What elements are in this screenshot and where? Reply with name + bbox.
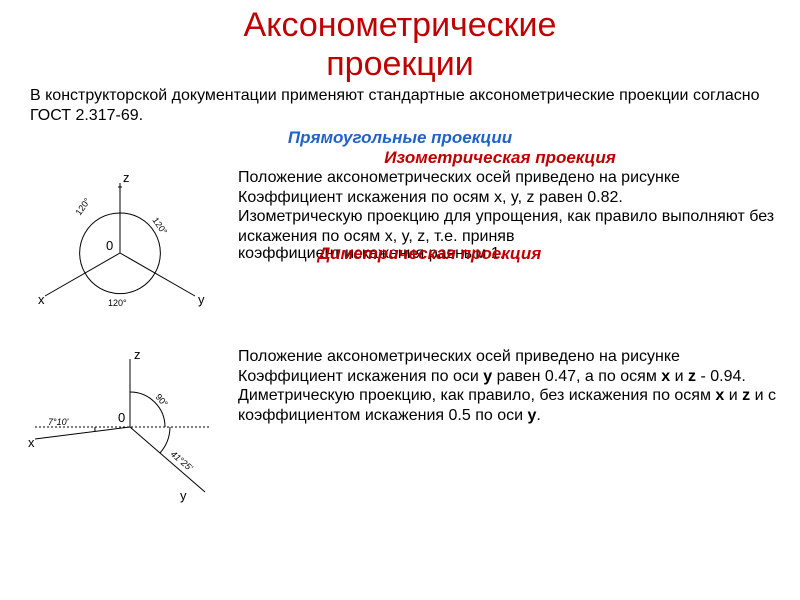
isometric-diagram: z x y 0 120° 120° 120° (10, 168, 230, 343)
isometric-text: Положение аксонометрических осей приведе… (230, 168, 780, 266)
isometric-row: z x y 0 120° 120° 120° Положение аксоном… (0, 168, 800, 343)
heading-isometric: Изометрическая проекция (0, 148, 800, 168)
intro-text: В конструкторской документации применяют… (0, 84, 800, 126)
dim-axis-y-label: y (180, 488, 187, 503)
dim-angle-right: 41°25' (169, 449, 195, 473)
dim-angle-left: 7°10' (48, 417, 69, 427)
iso-axis-y-label: y (198, 292, 205, 307)
dim-axis-z-label: z (134, 347, 141, 362)
overlap-line: коэффициент искажения равным 1. Диметрич… (238, 244, 780, 266)
dim-angle-top: 90° (153, 392, 170, 409)
heading-dimetric: Диметрическая проекция (318, 244, 541, 265)
iso-text-2: Коэффициент искажения по осям x, y, z ра… (238, 188, 780, 208)
dim-text-1: Положение аксонометрических осей приведе… (238, 347, 780, 367)
dim-axis-x-label: x (28, 435, 35, 450)
iso-axis-x-label: x (38, 292, 45, 307)
iso-angle-bottom: 120° (108, 298, 127, 308)
title-line-1: Аксонометрические (244, 6, 557, 44)
iso-angle-right: 120° (150, 216, 169, 237)
dim-text-2: Коэффициент искажения по оси y равен 0.4… (238, 367, 780, 387)
dim-origin-label: 0 (118, 410, 125, 425)
iso-angle-left: 120° (73, 196, 92, 217)
iso-origin-label: 0 (106, 238, 113, 253)
dimetric-text: Положение аксонометрических осей приведе… (230, 347, 780, 425)
iso-axis-z-label: z (123, 170, 130, 185)
dimetric-diagram: z x y 0 90° 7°10' 41°25' (10, 347, 230, 512)
iso-text-1: Положение аксонометрических осей приведе… (238, 168, 780, 188)
page-title: Аксонометрические проекции (0, 0, 800, 84)
dimetric-row: z x y 0 90° 7°10' 41°25' Положение аксон… (0, 347, 800, 512)
dim-text-3: Диметрическую проекцию, как правило, без… (238, 386, 780, 425)
heading-rectangular: Прямоугольные проекции (0, 128, 800, 148)
title-line-2: проекции (326, 45, 473, 83)
iso-text-3: Изометрическую проекцию для упрощения, к… (238, 207, 780, 246)
